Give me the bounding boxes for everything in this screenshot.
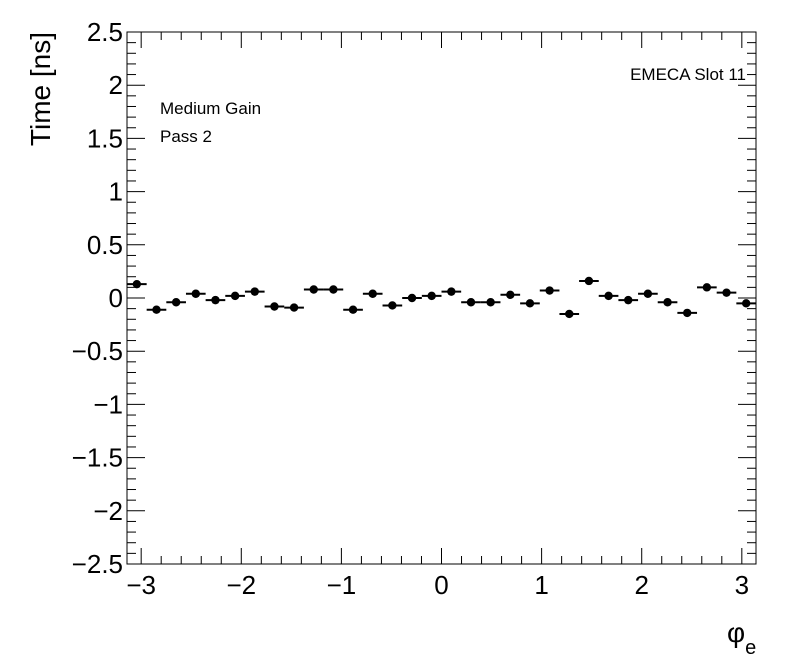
- data-point: [565, 309, 574, 319]
- x-tick-label: 2: [634, 570, 648, 600]
- y-tick-labels: −2.5 −2 −1.5 −1 −0.5 0 0.5 1 1.5 2 2.5: [72, 17, 123, 579]
- x-tick-label: −1: [327, 570, 357, 600]
- data-point: [388, 301, 397, 310]
- data-point: [506, 290, 515, 300]
- data-point: [132, 279, 142, 289]
- data-point: [230, 291, 240, 301]
- data-point: [309, 285, 318, 294]
- data-point: [663, 298, 672, 307]
- data-point: [427, 291, 436, 301]
- y-tick-label: 0.5: [87, 230, 123, 260]
- y-tick-label: −1.5: [72, 443, 123, 473]
- axis-ticks: [127, 31, 756, 565]
- annotation-gain: Medium Gain: [160, 99, 261, 118]
- x-tick-label: 0: [434, 570, 448, 600]
- data-point: [289, 303, 299, 312]
- data-point: [407, 293, 417, 303]
- data-point: [486, 298, 495, 307]
- x-tick-label: −3: [126, 570, 156, 600]
- data-point: [152, 305, 161, 314]
- data-point: [211, 295, 220, 305]
- x-axis-title: φe: [727, 617, 756, 659]
- data-point: [270, 302, 279, 311]
- x-axis-title-main: φ: [727, 617, 745, 648]
- x-tick-label: 3: [735, 570, 749, 600]
- data-point: [525, 299, 535, 308]
- x-tick-label: −2: [226, 570, 256, 600]
- y-tick-label: −2: [93, 496, 123, 526]
- data-point: [250, 287, 259, 296]
- data-point: [722, 288, 731, 297]
- data-point: [624, 295, 633, 305]
- y-tick-label: −2.5: [72, 549, 123, 579]
- data-point: [584, 276, 594, 286]
- data-point: [171, 298, 181, 307]
- y-tick-label: 2: [109, 70, 123, 100]
- y-tick-label: 2.5: [87, 17, 123, 47]
- x-axis-title-sub: e: [745, 637, 756, 659]
- data-point: [545, 286, 554, 295]
- data-point: [604, 291, 613, 301]
- data-point: [702, 283, 712, 292]
- y-tick-label: −0.5: [72, 336, 123, 366]
- data-point: [741, 299, 751, 308]
- data-point: [348, 305, 358, 314]
- x-tick-labels: −3 −2 −1 0 1 2 3: [126, 570, 749, 600]
- data-point: [643, 289, 653, 298]
- data-point: [329, 285, 338, 294]
- data-point: [466, 298, 476, 307]
- y-tick-label: 1: [109, 177, 123, 207]
- y-tick-label: 1.5: [87, 123, 123, 153]
- y-axis-title: Time [ns]: [25, 32, 56, 146]
- data-point: [683, 308, 692, 318]
- data-points: [127, 276, 756, 319]
- annotation-pass: Pass 2: [160, 127, 212, 146]
- annotation-slot: EMECA Slot 11: [630, 65, 746, 84]
- y-tick-label: −1: [93, 389, 123, 419]
- y-tick-label: 0: [109, 283, 123, 313]
- data-point: [368, 289, 377, 298]
- data-point: [191, 289, 200, 298]
- x-tick-label: 1: [534, 570, 548, 600]
- data-point: [447, 287, 456, 296]
